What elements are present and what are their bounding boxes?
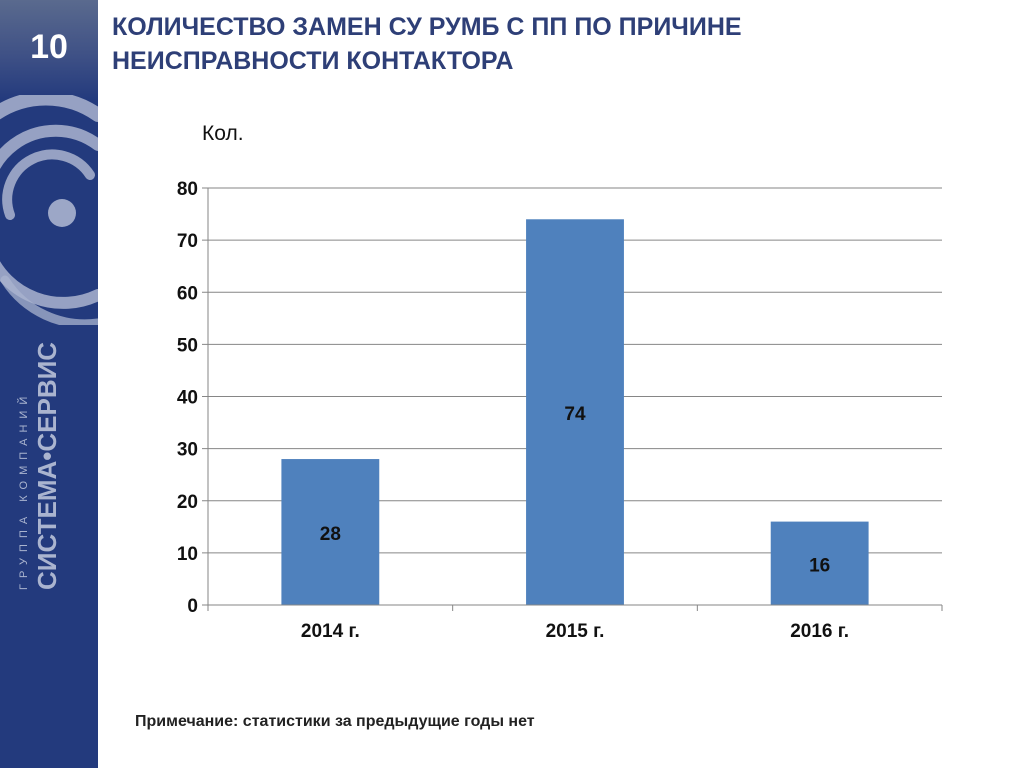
bars [281, 219, 869, 605]
chart-canvas: 0 10 20 30 40 50 60 70 80 28 2014 г. 74 2015 г. 16 201… [177, 122, 943, 642]
y-tick-label: 10 [177, 544, 198, 565]
y-axis-label: Кол. [202, 122, 244, 145]
data-label: 74 [564, 404, 586, 425]
title-line-1: КОЛИЧЕСТВО ЗАМЕН СУ РУМБ С ПП ПО ПРИЧИНЕ [112, 13, 742, 41]
title-line-2: НЕИСПРАВНОСТИ КОНТАКТОРА [112, 47, 514, 75]
slide-title: КОЛИЧЕСТВО ЗАМЕН СУ РУМБ С ПП ПО ПРИЧИНЕ… [112, 10, 992, 78]
y-tick-label: 0 [187, 596, 198, 617]
y-tick-label: 30 [177, 440, 198, 461]
sidebar-top-band [0, 0, 98, 100]
data-label: 16 [809, 555, 830, 576]
x-tick-label: 2016 г. [790, 621, 849, 642]
bar [770, 521, 869, 605]
y-tick-label: 60 [177, 283, 198, 304]
y-tick-label: 80 [177, 179, 198, 200]
x-tick-label: 2014 г. [301, 621, 360, 642]
labels: 0 10 20 30 40 50 60 70 80 28 2014 г. 74 2015 г. 16 201… [177, 179, 849, 642]
slide-number: 10 [30, 28, 68, 66]
y-tick-label: 40 [177, 388, 198, 409]
bar [281, 459, 380, 605]
footnote: Примечание: статистики за предыдущие год… [135, 713, 535, 730]
x-tick-label: 2015 г. [546, 621, 605, 642]
brand-swirl-icon [0, 95, 98, 325]
bar-chart: 0 10 20 30 40 50 60 70 80 28 2014 г. 74 2015 г. 16 201… [177, 122, 943, 642]
bar [526, 219, 624, 605]
sidebar: 10 ГРУППА КОМПАНИЙ СИСТЕМА•СЕРВИС [0, 0, 98, 768]
data-label: 28 [320, 524, 341, 545]
y-tick-label: 70 [177, 231, 198, 252]
y-tick-label: 20 [177, 492, 198, 513]
axes [202, 187, 943, 611]
y-tick-label: 50 [177, 335, 198, 356]
